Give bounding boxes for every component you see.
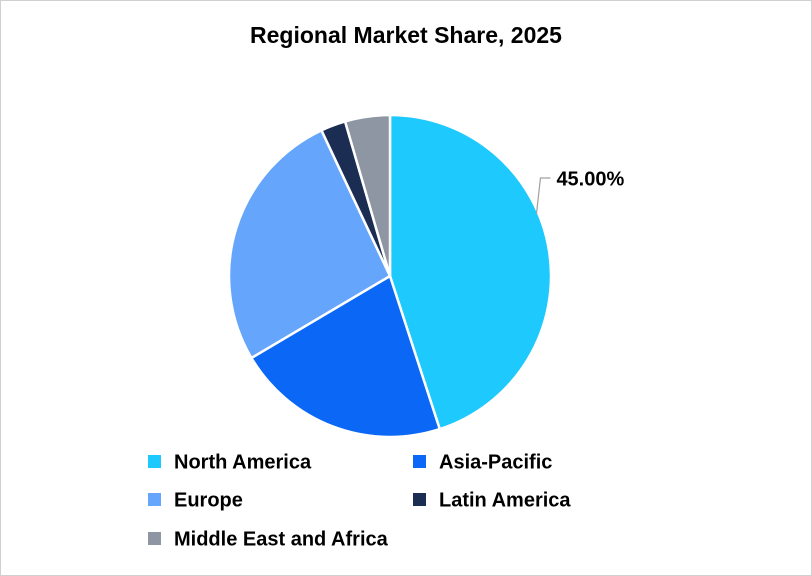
legend-label: Middle East and Africa [174, 528, 389, 550]
legend-label: Europe [174, 489, 243, 511]
chart-title: Regional Market Share, 2025 [250, 22, 562, 48]
legend-swatch [148, 493, 161, 506]
pie-slice [343, 113, 392, 277]
legend-swatch [148, 455, 161, 468]
pie-slice [227, 128, 392, 360]
legend-swatch [413, 493, 426, 506]
legend-label: Asia-Pacific [439, 451, 552, 473]
pie-slice [388, 113, 553, 431]
pie-slice [249, 274, 442, 439]
legend-label: Latin America [439, 489, 571, 511]
legend-swatch [148, 532, 161, 545]
data-label: 45.00% [556, 168, 624, 190]
legend-swatch [413, 455, 426, 468]
leader-line [535, 177, 551, 215]
legend-label: North America [174, 451, 312, 473]
